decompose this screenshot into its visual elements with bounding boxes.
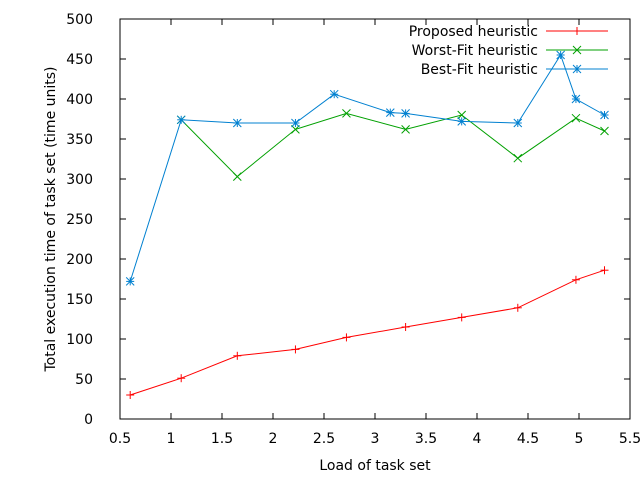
- legend-entry: Best-Fit heuristic: [421, 62, 608, 78]
- x-tick-label: 5: [575, 431, 584, 447]
- legend-label: Best-Fit heuristic: [421, 62, 538, 78]
- y-axis-title: Total execution time of task set (time u…: [43, 66, 59, 372]
- data-point: [513, 153, 523, 163]
- data-point: [125, 277, 135, 286]
- data-point: [232, 172, 242, 181]
- series-line: [130, 269, 605, 396]
- data-point: [572, 45, 582, 55]
- y-tick-label: 50: [75, 372, 93, 388]
- series-line: [129, 53, 605, 282]
- x-tick-label: 5.5: [619, 431, 640, 447]
- data-point: [342, 109, 351, 118]
- x-axis-title: Load of task set: [319, 458, 431, 474]
- y-tick-label: 500: [66, 12, 93, 28]
- data-point: [457, 110, 467, 120]
- y-tick-label: 400: [66, 92, 93, 108]
- x-tick-label: 4.5: [517, 431, 539, 447]
- y-tick-label: 450: [66, 52, 93, 68]
- x-tick-label: 2: [269, 431, 278, 447]
- data-point: [457, 117, 467, 126]
- data-point: [571, 113, 581, 123]
- plot-frame: [119, 18, 631, 420]
- legend-entry: Proposed heuristic: [409, 24, 608, 40]
- series-1: [126, 266, 609, 399]
- x-ticks: 0.5 1 1.5 2 2.5 3 3.5 4 4.5 5 5.5: [109, 19, 640, 447]
- data-point: [572, 64, 582, 74]
- data-point: [401, 109, 410, 118]
- x-tick-label: 3.5: [415, 431, 437, 447]
- y-tick-label: 350: [66, 132, 93, 148]
- data-point: [571, 94, 581, 104]
- legend-entry: Worst-Fit heuristic: [412, 43, 608, 59]
- data-point: [556, 50, 565, 60]
- data-point: [291, 125, 300, 134]
- x-tick-label: 1.5: [211, 431, 233, 447]
- x-tick-label: 4: [473, 431, 482, 447]
- y-tick-label: 100: [66, 332, 93, 348]
- y-tick-label: 0: [84, 412, 93, 428]
- x-tick-label: 3: [371, 431, 380, 447]
- x-tick-label: 1: [167, 431, 176, 447]
- series-2: [176, 109, 609, 181]
- y-ticks: 0 50 100 150 200 250 300 350 400 450 500: [66, 12, 630, 428]
- y-tick-label: 300: [66, 172, 93, 188]
- data-point: [329, 89, 339, 99]
- y-tick-label: 250: [66, 212, 93, 228]
- x-tick-label: 0.5: [109, 431, 131, 447]
- series-3: [125, 50, 609, 286]
- legend-label: Worst-Fit heuristic: [412, 43, 538, 59]
- legend: Proposed heuristic Worst-Fit heuristic Bes…: [409, 24, 608, 78]
- y-tick-label: 150: [66, 292, 93, 308]
- legend-label: Proposed heuristic: [409, 24, 538, 40]
- data-point: [513, 118, 523, 128]
- data-point: [600, 126, 609, 136]
- data-point: [401, 125, 410, 134]
- series-layer: [125, 50, 609, 399]
- x-tick-label: 2.5: [313, 431, 335, 447]
- data-point: [176, 115, 186, 125]
- data-point: [600, 110, 609, 120]
- data-point: [291, 118, 300, 128]
- y-tick-label: 200: [66, 252, 93, 268]
- data-point: [232, 118, 242, 128]
- data-point: [385, 108, 395, 117]
